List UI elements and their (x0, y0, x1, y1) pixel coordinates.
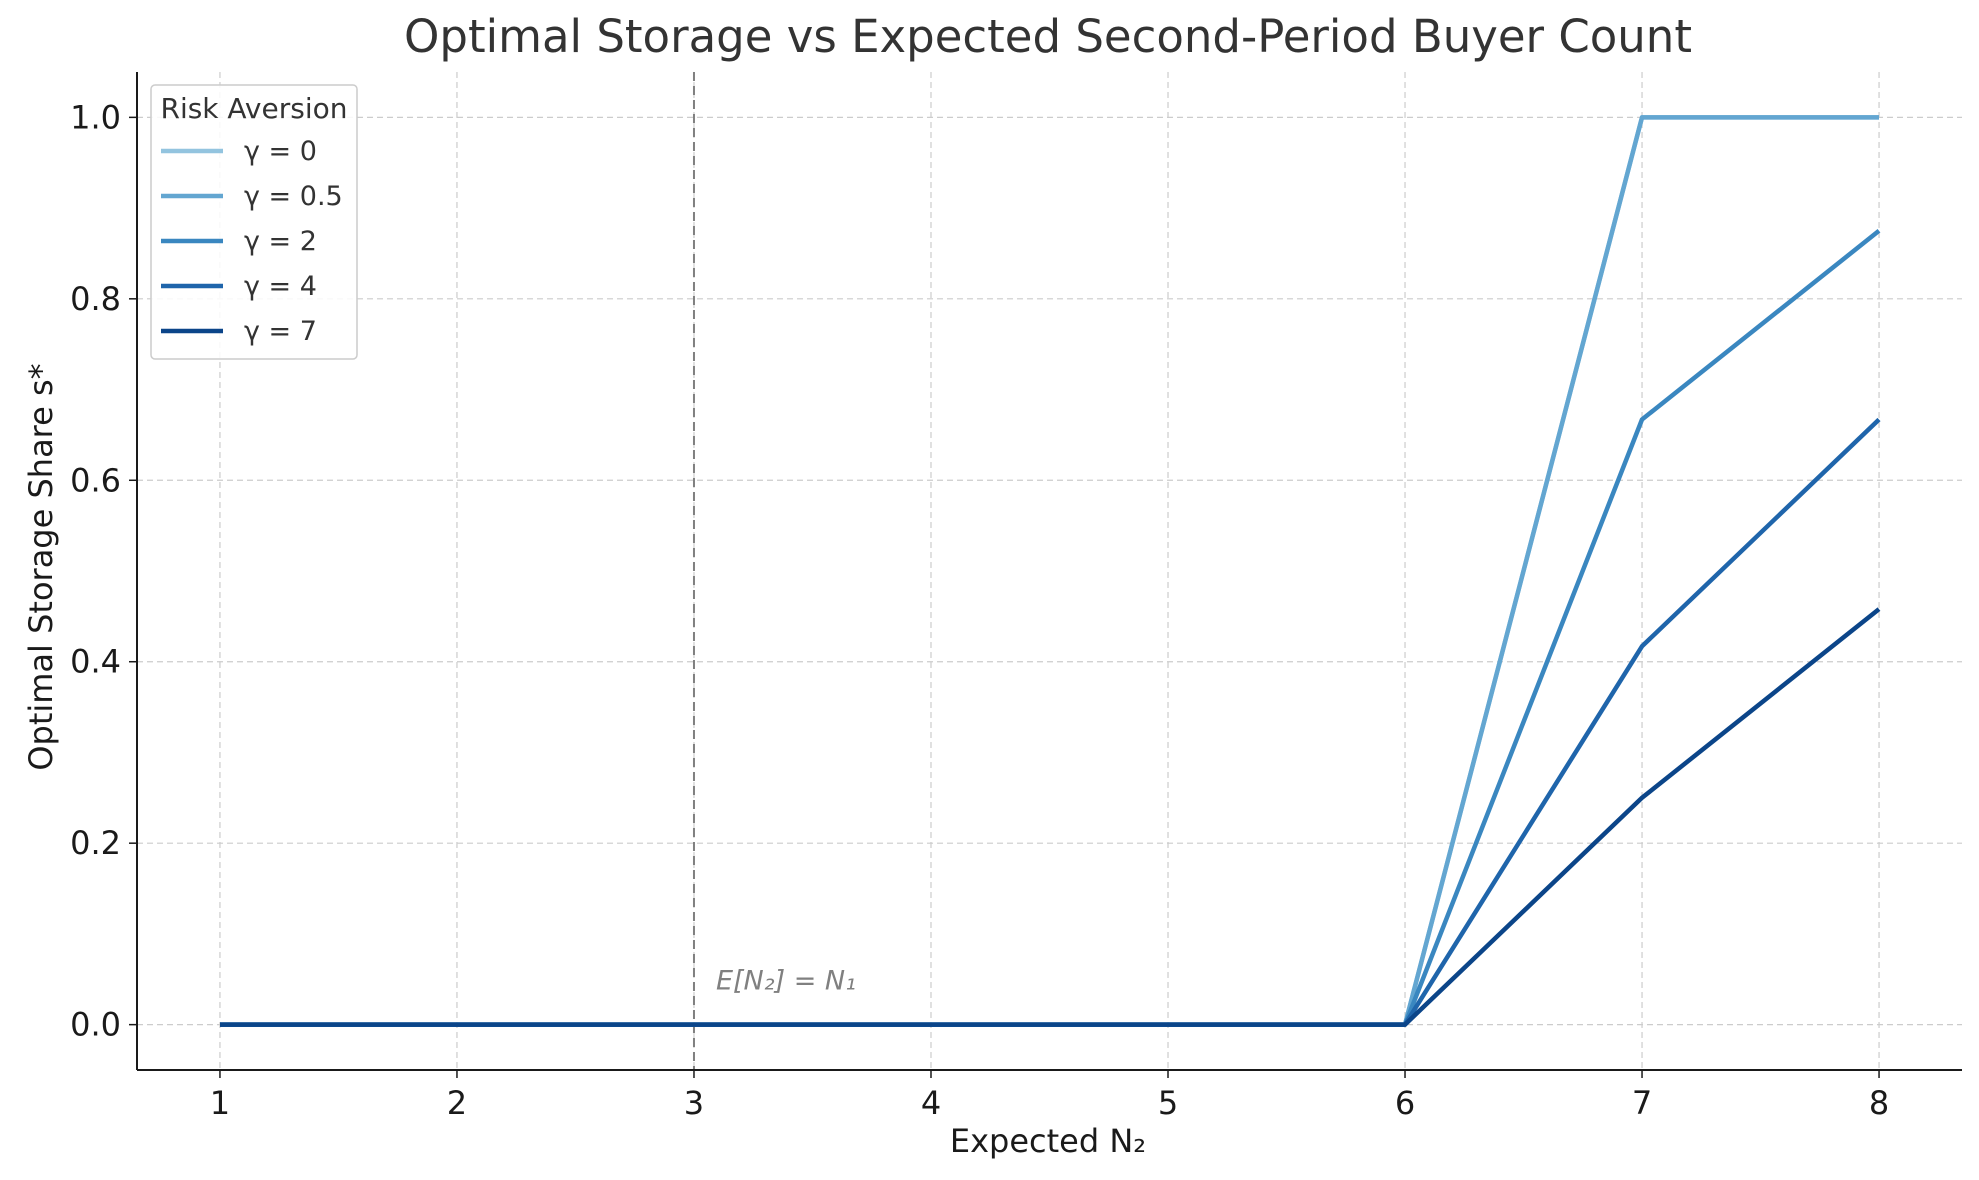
legend-label-1: γ = 0.5 (244, 181, 343, 212)
reference-line-group: E[N₂] = N₁ (692, 72, 856, 1070)
series-line-2 (220, 229, 1881, 1027)
y-tick-label: 0.0 (70, 1006, 121, 1044)
y-tick-label: 0.8 (70, 280, 121, 318)
chart-title: Optimal Storage vs Expected Second-Perio… (404, 10, 1692, 63)
series-group (220, 115, 1881, 1027)
x-tick-label: 8 (1869, 1084, 1889, 1122)
series-line-4 (220, 607, 1881, 1027)
legend: Risk Aversion γ = 0 γ = 0.5 γ = 2 γ = 4 γ = … (150, 84, 358, 360)
grid (137, 72, 1962, 1070)
tick-labels: 1 2 3 4 5 6 7 8 0.0 0.2 0.4 0.6 0.8 1.0 (70, 98, 1889, 1122)
reference-line-label: E[N₂] = N₁ (716, 965, 856, 996)
x-tick-label: 1 (210, 1084, 230, 1122)
y-tick-label: 1.0 (70, 98, 121, 136)
axes (129, 72, 1962, 1078)
legend-label-4: γ = 7 (244, 316, 317, 347)
legend-label-3: γ = 4 (244, 271, 317, 302)
x-axis-title: Expected N₂ (950, 1122, 1146, 1160)
series-line-0 (220, 115, 1879, 1027)
x-tick-label: 4 (921, 1084, 941, 1122)
x-tick-label: 7 (1632, 1084, 1652, 1122)
y-axis-title: Optimal Storage Share s* (22, 363, 60, 770)
x-tick-label: 2 (447, 1084, 467, 1122)
legend-label-0: γ = 0 (244, 136, 317, 167)
series-line-3 (220, 417, 1881, 1027)
y-tick-label: 0.6 (70, 461, 121, 499)
y-tick-label: 0.4 (70, 643, 121, 681)
legend-box (150, 84, 358, 360)
legend-label-2: γ = 2 (244, 226, 317, 257)
legend-title: Risk Aversion (160, 92, 347, 125)
series-line-1 (220, 115, 1879, 1027)
y-tick-label: 0.2 (70, 824, 121, 862)
x-tick-label: 3 (684, 1084, 704, 1122)
x-tick-label: 5 (1158, 1084, 1178, 1122)
x-tick-label: 6 (1395, 1084, 1415, 1122)
